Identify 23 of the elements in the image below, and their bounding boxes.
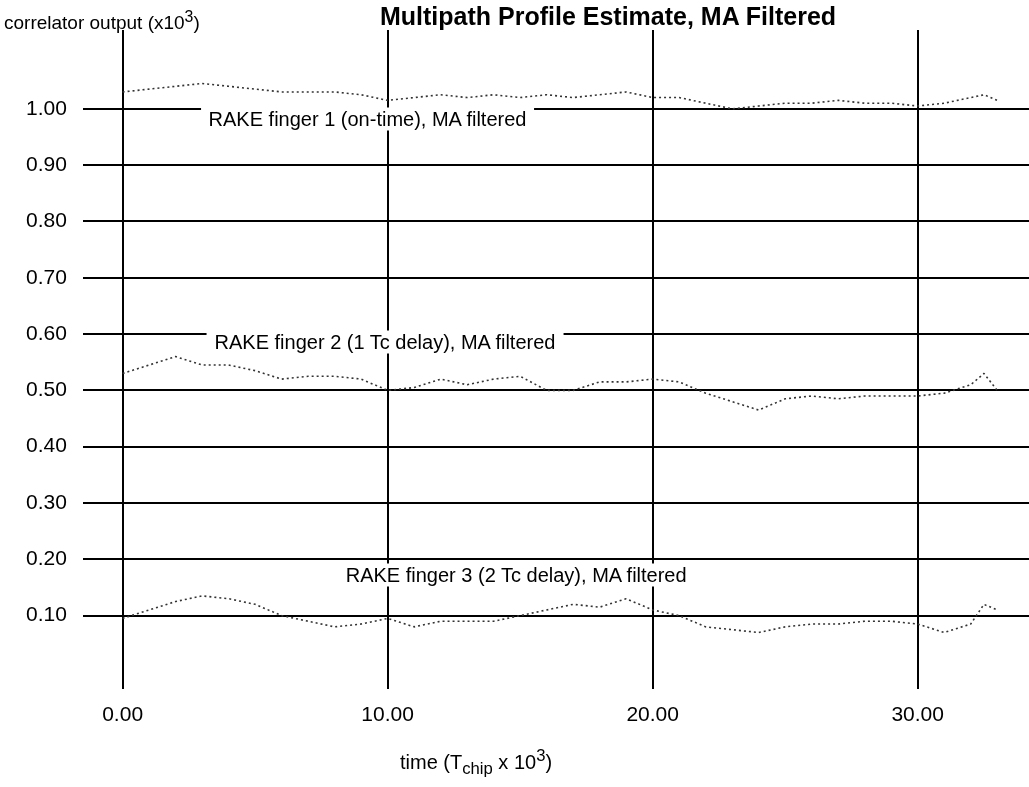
y-tick-label: 1.00 bbox=[26, 95, 67, 119]
y-tick-label: 0.60 bbox=[26, 320, 67, 344]
x-tick-label: 30.00 bbox=[891, 702, 944, 726]
y-axis-title: correlator output (x10$^{3}$) bbox=[4, 8, 200, 35]
chart-title: Multipath Profile Estimate, MA Filtered bbox=[380, 2, 837, 31]
y-tick-label: 0.30 bbox=[26, 489, 67, 513]
line-series bbox=[121, 82, 998, 110]
y-tick-label: 0.90 bbox=[26, 151, 67, 175]
y-tick-label: 0.40 bbox=[26, 433, 67, 457]
y-tick-label: 0.50 bbox=[26, 377, 67, 401]
x-tick-label: 10.00 bbox=[361, 702, 414, 726]
x-tick-label: 0.00 bbox=[102, 702, 144, 726]
x-axis-title: time (T$_{chip}$ x 10$^{3}$) bbox=[400, 746, 553, 779]
x-tick-label: 20.00 bbox=[626, 702, 679, 726]
series-label: RAKE finger 3 (2 Tc delay), MA filtered bbox=[337, 563, 695, 587]
series-label: RAKE finger 2 (1 Tc delay), MA filtered bbox=[206, 330, 564, 354]
y-tick-label: 0.10 bbox=[26, 602, 67, 626]
line-series bbox=[121, 355, 998, 411]
y-tick-label: 0.20 bbox=[26, 546, 67, 570]
series-label: RAKE finger 1 (on-time), MA filtered bbox=[200, 107, 535, 131]
y-tick-label: 0.80 bbox=[26, 208, 67, 232]
line-series bbox=[121, 595, 998, 634]
y-tick-label: 0.70 bbox=[26, 264, 67, 288]
